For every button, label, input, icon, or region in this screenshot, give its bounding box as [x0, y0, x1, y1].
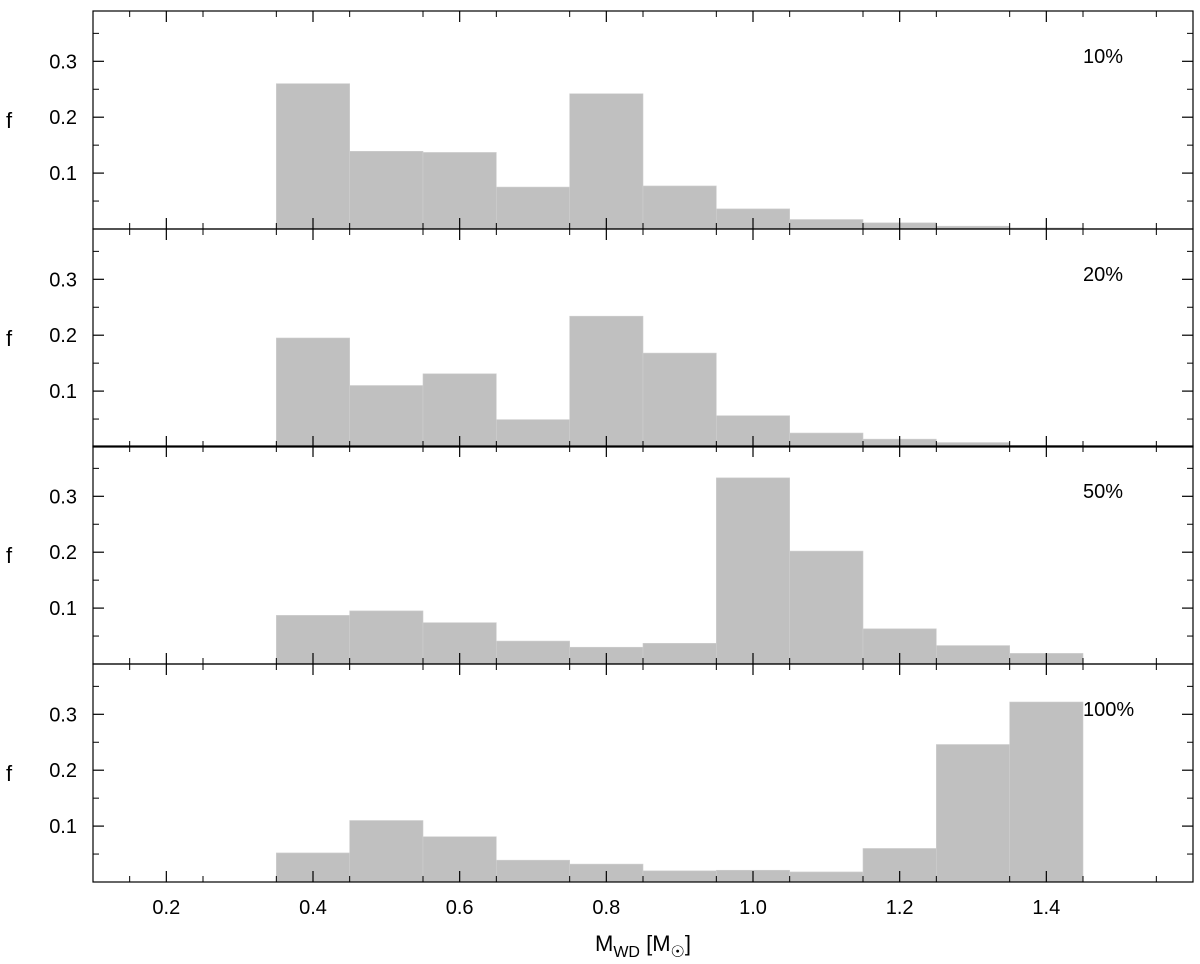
- panel-label: 20%: [1083, 264, 1123, 286]
- x-tick-label: 0.6: [446, 897, 474, 919]
- histogram-bar: [936, 645, 1010, 665]
- histogram-bar: [422, 622, 497, 665]
- histogram-bar: [349, 610, 424, 665]
- y-axis-label: f: [6, 543, 13, 568]
- y-tick-label: 0.1: [49, 598, 77, 620]
- y-tick-label: 0.2: [49, 325, 77, 347]
- histogram-bar: [1009, 701, 1084, 883]
- histogram-bar: [349, 151, 424, 230]
- histogram-bar: [716, 477, 790, 665]
- histogram-bar: [789, 550, 864, 665]
- x-axis-label-unit: [M: [640, 931, 671, 956]
- histogram-bar: [642, 185, 717, 230]
- y-tick-label: 0.1: [49, 381, 77, 403]
- histogram-bar: [642, 352, 717, 448]
- histogram-bar: [422, 152, 497, 230]
- y-axis-label: f: [6, 108, 13, 133]
- panel-frame: [92, 445, 1194, 665]
- histogram-bar: [789, 871, 864, 883]
- y-tick-label: 0.2: [49, 107, 77, 129]
- histogram-bar: [642, 870, 717, 883]
- x-tick-label: 0.2: [152, 897, 180, 919]
- panel-label: 10%: [1083, 46, 1123, 68]
- histogram-bar: [789, 219, 864, 230]
- y-tick-label: 0.3: [49, 269, 77, 291]
- x-axis-label-unit-close: ]: [685, 931, 691, 956]
- histogram-bar: [496, 640, 570, 665]
- histogram-bar: [349, 385, 424, 448]
- histogram-panel-2: 0.1 0.2 0.3 f 20%: [6, 228, 1194, 448]
- x-tick-label: 1.4: [1032, 897, 1060, 919]
- y-tick-label: 0.1: [49, 163, 77, 185]
- histogram-bar: [936, 744, 1010, 883]
- histogram-bar: [789, 432, 864, 448]
- y-tick-label: 0.3: [49, 486, 77, 508]
- histogram-bar: [496, 859, 570, 883]
- y-tick-label: 0.2: [49, 760, 77, 782]
- x-tick-label: 1.0: [739, 897, 767, 919]
- histogram-bar: [496, 186, 570, 230]
- histogram-bar: [349, 820, 424, 883]
- histogram-bar: [422, 373, 497, 448]
- histogram-panel-3: 0.1 0.2 0.3 f 50%: [6, 445, 1194, 665]
- x-axis-label-sun-symbol: ☉: [671, 944, 685, 959]
- y-tick-label: 0.3: [49, 51, 77, 73]
- x-axis-label-main: M: [595, 931, 613, 956]
- x-tick-label: 0.8: [592, 897, 620, 919]
- y-axis-label: f: [6, 761, 13, 786]
- panel-label: 50%: [1083, 481, 1123, 503]
- y-tick-label: 0.1: [49, 816, 77, 838]
- histogram-bar: [642, 643, 717, 665]
- y-tick-label: 0.2: [49, 542, 77, 564]
- histogram-panel-1: 0.1 0.2 0.3 f 10%: [6, 10, 1194, 230]
- x-axis-label-subscript: WD: [613, 944, 640, 959]
- x-tick-label: 0.4: [299, 897, 327, 919]
- x-tick-label: 1.2: [886, 897, 914, 919]
- y-axis-label: f: [6, 326, 13, 351]
- histogram-bar: [496, 419, 570, 448]
- y-tick-label: 0.3: [49, 704, 77, 726]
- histogram-bar: [276, 83, 350, 230]
- histogram-bar: [276, 337, 350, 448]
- panel-label: 100%: [1083, 699, 1134, 721]
- x-axis-label: MWD [M☉]: [595, 931, 691, 959]
- histogram-bar: [569, 315, 644, 448]
- histogram-panel-4: 0.1 0.2 0.3 f 100%: [6, 663, 1194, 883]
- histogram-bar: [569, 93, 644, 230]
